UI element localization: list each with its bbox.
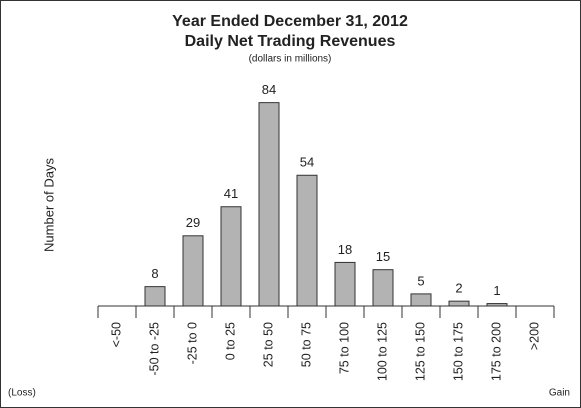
data-label: 15 (376, 249, 390, 264)
y-axis-label: Number of Days (41, 158, 56, 252)
annotation: (Loss) (8, 388, 36, 399)
x-tick-label: 50 to 75 (299, 322, 313, 367)
x-tick-label: -50 to -25 (147, 322, 161, 376)
x-tick-label: >200 (527, 322, 541, 350)
x-tick-label: 100 to 125 (375, 322, 389, 381)
bar (220, 206, 242, 307)
chart-subtitle: (dollars in millions) (249, 54, 332, 65)
annotation: Gain (549, 388, 570, 399)
data-label: 84 (262, 82, 276, 97)
bar (486, 303, 508, 307)
x-tick-label: 75 to 100 (337, 322, 351, 374)
x-tick-label: 0 to 25 (223, 322, 237, 360)
data-label: 8 (151, 266, 158, 281)
data-label: 1 (493, 283, 500, 298)
x-tick-label: 150 to 175 (451, 322, 465, 381)
x-tick-label: -25 to 0 (185, 322, 199, 364)
bar (410, 293, 432, 307)
data-label: 41 (224, 186, 238, 201)
data-label: 18 (338, 242, 352, 257)
bar (296, 174, 318, 307)
chart-title: Year Ended December 31, 2012 (172, 13, 408, 30)
bar (258, 102, 280, 307)
bar (372, 269, 394, 307)
x-tick-label: 125 to 150 (413, 322, 427, 381)
data-label: 2 (455, 281, 462, 296)
bar (182, 235, 204, 307)
data-label: 29 (186, 215, 200, 230)
bar (334, 261, 356, 307)
x-tick-label: 25 to 50 (261, 322, 275, 367)
x-tick-label: 175 to 200 (489, 322, 503, 381)
data-label: 5 (417, 273, 424, 288)
x-tick-label: <-50 (109, 322, 123, 347)
bar (144, 286, 166, 307)
chart-title: Daily Net Trading Revenues (185, 33, 396, 50)
data-label: 54 (300, 155, 314, 170)
bar (448, 300, 470, 307)
